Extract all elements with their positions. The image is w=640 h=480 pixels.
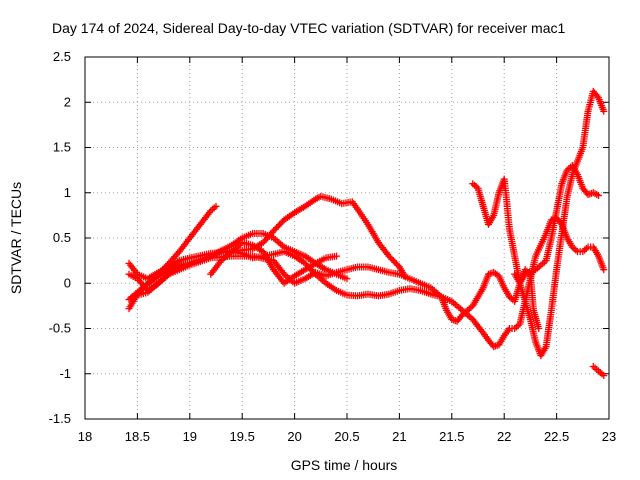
y-tick-label: 2 xyxy=(64,94,71,109)
x-tick-label: 22 xyxy=(497,429,511,444)
data-point xyxy=(163,272,171,280)
data-point xyxy=(274,222,282,230)
y-tick-label: 2.5 xyxy=(53,49,71,64)
data-point xyxy=(595,191,603,199)
y-tick-label: 0 xyxy=(64,275,71,290)
data-point xyxy=(267,230,275,238)
tick-layer: 18 18.5 19 19.5 20 20.5 21 21.5 22 22.5 232.521.51… xyxy=(49,49,617,444)
data-point xyxy=(139,281,147,289)
data-point xyxy=(593,92,601,100)
data-point xyxy=(333,252,341,260)
x-tick-label: 20.5 xyxy=(334,429,359,444)
data-point xyxy=(600,107,608,115)
data-point xyxy=(535,325,543,332)
data-point xyxy=(392,260,400,268)
data-point xyxy=(261,237,269,245)
data-point xyxy=(600,372,608,380)
data-point xyxy=(138,280,146,288)
data-point xyxy=(265,232,273,240)
x-tick-label: 23 xyxy=(602,429,616,444)
series-track-i xyxy=(511,266,543,332)
grid-layer xyxy=(85,57,609,419)
data-point xyxy=(301,259,309,267)
series-track-g xyxy=(469,87,608,360)
data-point xyxy=(169,254,177,262)
data-point xyxy=(172,251,180,259)
data-point xyxy=(212,202,220,210)
x-axis-title: GPS time / hours xyxy=(291,457,398,473)
data-point xyxy=(277,219,285,227)
data-point xyxy=(141,283,149,291)
data-layer xyxy=(125,87,608,380)
y-tick-label: -1.5 xyxy=(49,411,71,426)
x-tick-label: 18.5 xyxy=(125,429,150,444)
data-point xyxy=(171,253,179,261)
data-point xyxy=(133,275,141,283)
x-tick-label: 19 xyxy=(183,429,197,444)
data-point xyxy=(600,266,608,274)
data-point xyxy=(271,225,279,233)
data-point xyxy=(457,313,465,321)
series-track-h xyxy=(589,363,608,380)
data-point xyxy=(343,275,351,283)
data-point xyxy=(268,228,276,236)
chart-title: Day 174 of 2024, Sidereal Day-to-day VTE… xyxy=(52,20,565,36)
x-tick-label: 22.5 xyxy=(544,429,569,444)
y-axis-title: SDTVAR / TECUs xyxy=(8,182,24,294)
y-tick-label: -1 xyxy=(59,366,71,381)
data-point xyxy=(136,278,144,286)
data-point xyxy=(264,233,272,241)
series-track-f xyxy=(207,239,341,287)
data-point xyxy=(135,276,143,284)
data-point xyxy=(385,252,393,260)
data-point xyxy=(391,258,399,266)
series-track-b xyxy=(125,229,351,304)
data-point xyxy=(389,257,397,265)
x-tick-label: 21.5 xyxy=(439,429,464,444)
x-tick-label: 21 xyxy=(392,429,406,444)
data-point xyxy=(386,254,394,262)
y-tick-label: -0.5 xyxy=(49,321,71,336)
data-point xyxy=(270,227,278,235)
x-tick-label: 19.5 xyxy=(230,429,255,444)
y-tick-label: 1.5 xyxy=(53,140,71,155)
data-point xyxy=(276,221,284,229)
x-tick-label: 18 xyxy=(78,429,92,444)
data-point xyxy=(259,239,267,247)
y-tick-label: 1 xyxy=(64,185,71,200)
data-point xyxy=(273,224,281,232)
data-point xyxy=(262,235,270,243)
data-point xyxy=(388,255,396,263)
x-tick-label: 20 xyxy=(287,429,301,444)
y-tick-label: 0.5 xyxy=(53,230,71,245)
